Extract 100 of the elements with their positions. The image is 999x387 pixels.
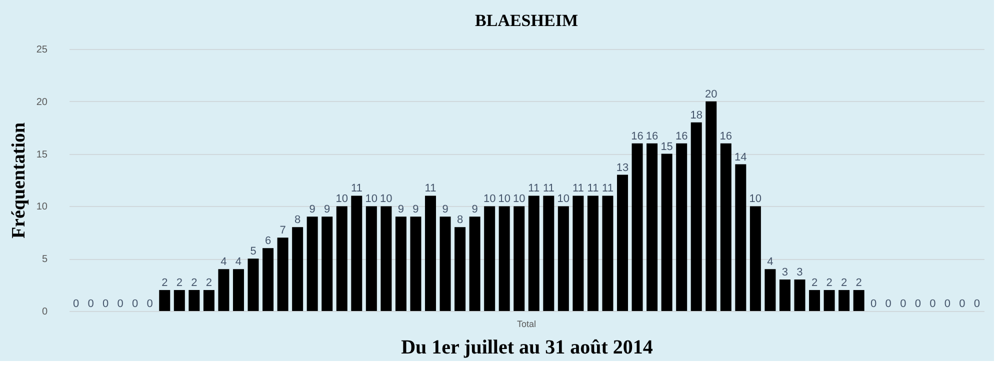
bar [469, 216, 480, 311]
data-label: 10 [749, 193, 762, 206]
data-label: 0 [900, 298, 906, 310]
data-label: 5 [250, 246, 256, 258]
bar [159, 290, 170, 311]
bar [395, 216, 406, 311]
data-label: 11 [350, 182, 362, 195]
data-label: 20 [705, 88, 718, 100]
data-label: 6 [264, 235, 272, 248]
y-tick-label: 25 [36, 44, 48, 56]
data-label: 10 [336, 193, 348, 206]
data-label: 2 [191, 277, 198, 290]
data-label: 0 [870, 298, 877, 310]
bar [366, 206, 377, 311]
data-label: 10 [380, 193, 392, 206]
data-label: 11 [587, 182, 599, 195]
data-label: 15 [660, 140, 673, 153]
bar [218, 269, 230, 311]
bar [528, 196, 540, 311]
data-label: 16 [631, 130, 644, 142]
data-label: 10 [498, 193, 510, 206]
data-label: 7 [280, 224, 286, 237]
data-label: 4 [767, 256, 774, 268]
bar [424, 196, 436, 311]
data-label: 0 [959, 298, 966, 310]
chart-title: BLAESHEIM [475, 11, 578, 30]
data-label: 2 [856, 277, 862, 290]
data-label: 0 [146, 298, 153, 310]
bar [602, 196, 614, 311]
data-label: 16 [720, 130, 732, 142]
data-label: 16 [675, 130, 688, 142]
bar [646, 143, 658, 311]
bar [853, 290, 864, 311]
data-label: 11 [424, 182, 436, 195]
bar [572, 196, 584, 311]
bar [292, 227, 304, 311]
x-axis-title: Du 1er juillet au 31 août 2014 [401, 336, 653, 358]
bar [690, 122, 702, 311]
data-label: 0 [974, 298, 980, 310]
bar [498, 206, 510, 311]
y-axis-title: Fréquentation [8, 122, 30, 239]
bar [322, 216, 333, 311]
data-label: 4 [220, 256, 227, 268]
data-label: 0 [88, 298, 94, 310]
data-label: 11 [572, 182, 584, 195]
data-label: 0 [102, 298, 109, 310]
bar [809, 290, 820, 311]
data-label: 9 [324, 204, 330, 216]
data-label: 10 [365, 193, 378, 206]
bar [794, 280, 806, 311]
data-label: 0 [72, 298, 80, 310]
data-label: 0 [885, 298, 892, 310]
bar [764, 269, 776, 311]
bar [336, 206, 348, 311]
y-tick-label: 20 [36, 96, 48, 108]
data-label: 0 [132, 298, 138, 310]
data-label: 0 [117, 298, 124, 310]
data-label: 2 [840, 277, 848, 290]
data-label: 8 [456, 214, 464, 226]
bar [188, 290, 200, 311]
data-label: 9 [398, 204, 404, 216]
data-label: 2 [811, 277, 818, 290]
data-label: 11 [528, 182, 540, 195]
bar [410, 216, 422, 311]
bar [277, 238, 288, 311]
data-label: 9 [309, 204, 316, 216]
data-label: 14 [734, 151, 747, 164]
data-label: 10 [557, 193, 570, 206]
bar [440, 216, 451, 311]
data-label: 9 [472, 204, 478, 216]
bar [543, 196, 554, 311]
data-label: 13 [616, 162, 629, 174]
y-tick-label: 15 [36, 149, 48, 160]
data-label: 0 [914, 298, 921, 310]
bar [306, 216, 318, 311]
bar [248, 258, 259, 311]
data-label: 3 [796, 266, 803, 279]
data-label: 10 [483, 193, 496, 206]
data-label: 16 [646, 130, 658, 142]
bar [351, 196, 362, 311]
bar [174, 290, 185, 311]
data-label: 9 [412, 204, 419, 216]
y-tick-label: 0 [42, 306, 48, 318]
bar [514, 206, 525, 311]
bar [454, 227, 466, 311]
bar [380, 206, 392, 311]
bar [661, 154, 672, 311]
data-label: 3 [782, 266, 788, 279]
data-label: 2 [206, 277, 212, 290]
data-label: 2 [176, 277, 182, 290]
bar [632, 143, 643, 311]
bar [720, 143, 732, 311]
data-label: 9 [442, 204, 448, 216]
y-tick-label: 10 [36, 202, 48, 213]
bar [735, 164, 746, 311]
text: Total [516, 319, 536, 329]
data-label: 18 [690, 109, 702, 122]
data-label: 0 [944, 298, 951, 310]
bar [232, 269, 244, 311]
data-label: 8 [294, 214, 301, 226]
